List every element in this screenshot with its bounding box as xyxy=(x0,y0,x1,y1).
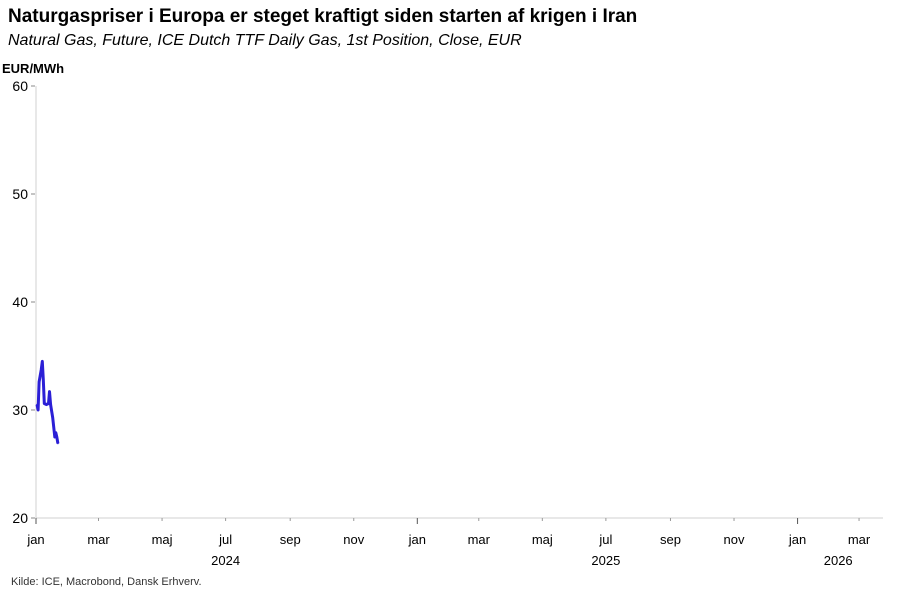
x-tick-label: sep xyxy=(280,532,301,547)
x-tick-label: mar xyxy=(87,532,110,547)
x-tick-label: jul xyxy=(218,532,232,547)
data-point xyxy=(42,378,45,381)
data-point xyxy=(43,402,46,405)
chart-subtitle: Natural Gas, Future, ICE Dutch TTF Daily… xyxy=(8,32,522,49)
y-tick-label: 40 xyxy=(12,294,28,310)
chart-title: Naturgaspriser i Europa er steget krafti… xyxy=(8,6,638,27)
x-tick-label: jul xyxy=(598,532,612,547)
y-tick-label: 50 xyxy=(12,186,28,202)
data-point xyxy=(47,402,50,405)
x-tick-label: nov xyxy=(343,532,364,547)
x-tick-label: mar xyxy=(468,532,491,547)
data-point xyxy=(57,442,59,445)
series-line xyxy=(35,359,60,444)
y-tick-label: 30 xyxy=(12,402,28,418)
x-tick-label: nov xyxy=(724,532,745,547)
x-tick-label: mar xyxy=(848,532,871,547)
x-tick-label: jan xyxy=(788,532,806,547)
x-tick-label: maj xyxy=(532,532,553,547)
x-tick-label: sep xyxy=(660,532,681,547)
y-tick-label: 60 xyxy=(12,78,28,94)
data-point xyxy=(41,360,44,363)
data-point xyxy=(45,403,48,406)
data-point xyxy=(40,369,43,371)
x-year-label: 2025 xyxy=(591,553,620,568)
x-year-label: 2024 xyxy=(211,553,240,568)
data-point xyxy=(53,436,56,438)
data-point xyxy=(49,403,52,406)
data-point xyxy=(56,436,58,438)
x-tick-label: maj xyxy=(152,532,173,547)
data-point xyxy=(54,431,57,434)
data-point xyxy=(48,390,51,393)
source-note: Kilde: ICE, Macrobond, Dansk Erhverv. xyxy=(11,576,202,588)
data-point xyxy=(51,416,54,419)
data-point xyxy=(36,403,38,406)
data-point xyxy=(37,409,39,411)
x-tick-label: jan xyxy=(408,532,426,547)
x-year-label: 2026 xyxy=(824,553,853,568)
y-tick-label: 20 xyxy=(12,510,28,526)
data-point xyxy=(38,381,40,383)
y-axis-label: EUR/MWh xyxy=(2,61,64,76)
x-tick-label: jan xyxy=(26,532,44,547)
